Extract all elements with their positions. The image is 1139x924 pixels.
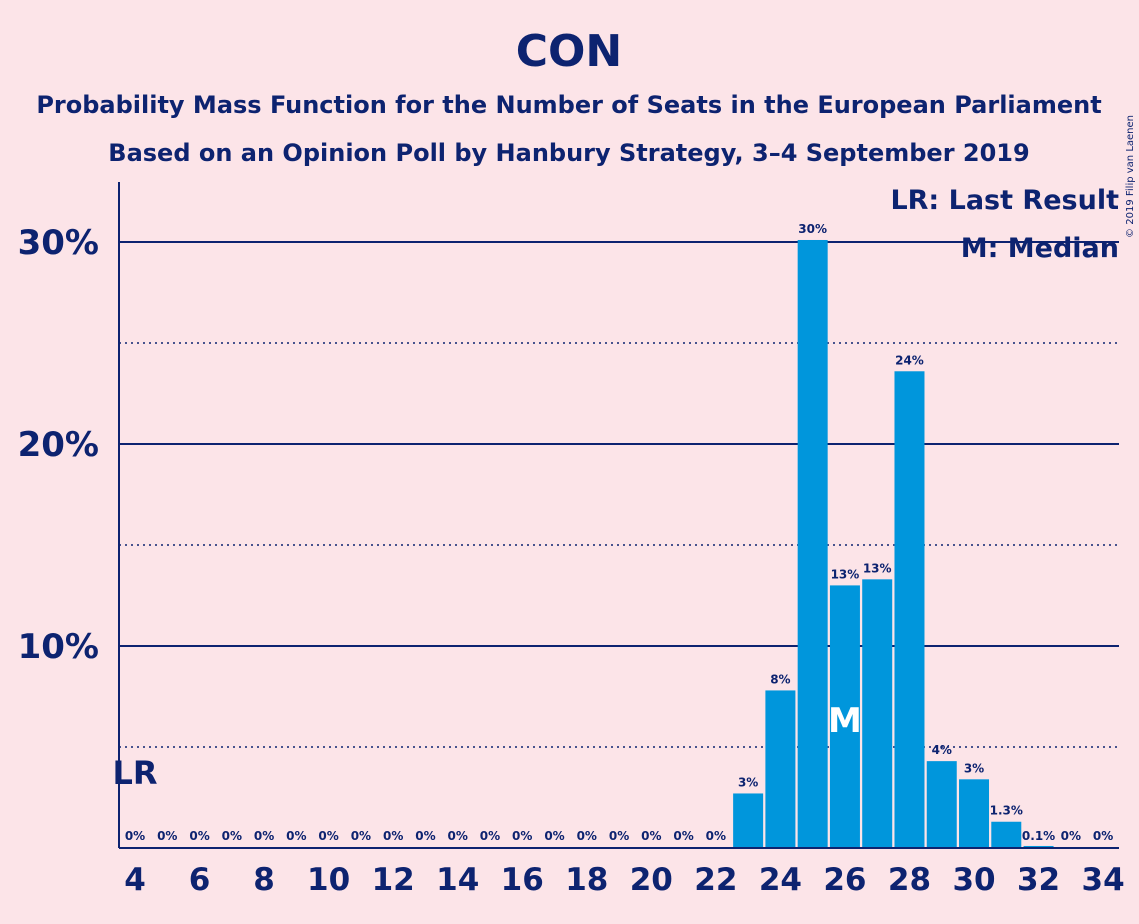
bar-seat-30 xyxy=(959,779,990,848)
data-label-seat-26: 13% xyxy=(831,567,860,581)
data-label-seat-8: 0% xyxy=(254,829,274,843)
chart-subtitle-line1: Probability Mass Function for the Number… xyxy=(36,91,1101,119)
x-tick-label: 32 xyxy=(1017,862,1060,898)
data-label-seat-14: 0% xyxy=(448,829,468,843)
data-label-seat-23: 3% xyxy=(738,775,758,789)
x-tick-label: 26 xyxy=(823,862,866,898)
x-tick-label: 18 xyxy=(565,862,608,898)
data-label-seat-9: 0% xyxy=(286,829,306,843)
data-label-seat-22: 0% xyxy=(706,829,726,843)
chart-subtitle-line2: Based on an Opinion Poll by Hanbury Stra… xyxy=(108,139,1029,167)
x-tick-label: 6 xyxy=(189,862,211,898)
x-tick-label: 34 xyxy=(1082,862,1125,898)
median-marker: M xyxy=(828,701,862,741)
data-labels: 0% 0% 0% 0% 0% 0% 0% 0% 0% 0% 0% 0% 0% 0% 0% 0% 0% 0% 0% 3%… xyxy=(125,222,1113,843)
bar-seat-25 xyxy=(797,239,828,849)
y-tick-label: 20% xyxy=(18,425,99,465)
bar-seat-28 xyxy=(894,371,925,848)
data-label-seat-7: 0% xyxy=(222,829,242,843)
bar-seat-31 xyxy=(991,821,1022,848)
data-label-seat-5: 0% xyxy=(157,829,177,843)
x-tick-label: 14 xyxy=(436,862,479,898)
legend-median: M: Median xyxy=(961,233,1119,264)
bar-seat-27 xyxy=(862,579,893,848)
bar-seat-23 xyxy=(733,793,764,848)
data-label-seat-12: 0% xyxy=(383,829,403,843)
data-label-seat-33: 0% xyxy=(1061,829,1081,843)
data-label-seat-11: 0% xyxy=(351,829,371,843)
data-label-seat-31: 1.3% xyxy=(990,804,1023,818)
legend-last-result: LR: Last Result xyxy=(890,185,1119,216)
data-label-seat-16: 0% xyxy=(512,829,532,843)
x-axis-ticks: 4 6 8 10 12 14 16 18 20 22 24 26 28 30 32 34 xyxy=(124,862,1124,898)
data-label-seat-15: 0% xyxy=(480,829,500,843)
bar-seat-29 xyxy=(926,761,957,848)
y-tick-label: 10% xyxy=(18,627,99,667)
data-label-seat-4: 0% xyxy=(125,829,145,843)
y-axis-ticks: 10% 20% 30% xyxy=(18,223,99,667)
data-label-seat-20: 0% xyxy=(641,829,661,843)
bar-seat-24 xyxy=(765,690,796,848)
copyright-notice: © 2019 Filip van Laenen xyxy=(1125,115,1136,238)
x-tick-label: 4 xyxy=(124,862,146,898)
data-label-seat-13: 0% xyxy=(415,829,435,843)
data-label-seat-34: 0% xyxy=(1093,829,1113,843)
data-label-seat-21: 0% xyxy=(673,829,693,843)
data-label-seat-10: 0% xyxy=(318,829,338,843)
data-label-seat-25: 30% xyxy=(798,222,827,236)
bar-seat-32 xyxy=(1023,845,1054,848)
data-label-seat-28: 24% xyxy=(895,353,924,367)
data-label-seat-27: 13% xyxy=(863,561,892,575)
chart-title: CON xyxy=(516,26,623,77)
data-label-seat-19: 0% xyxy=(609,829,629,843)
bar-seat-26 xyxy=(829,585,860,848)
gridlines xyxy=(119,241,1119,748)
x-tick-label: 22 xyxy=(694,862,737,898)
data-label-seat-32: 0.1% xyxy=(1022,829,1055,843)
data-label-seat-29: 4% xyxy=(932,743,952,757)
x-tick-label: 16 xyxy=(501,862,544,898)
x-tick-label: 8 xyxy=(253,862,275,898)
x-tick-label: 10 xyxy=(307,862,350,898)
x-tick-label: 30 xyxy=(952,862,995,898)
data-label-seat-17: 0% xyxy=(544,829,564,843)
x-tick-label: 20 xyxy=(630,862,673,898)
bars xyxy=(733,239,1054,849)
data-label-seat-30: 3% xyxy=(964,761,984,775)
y-tick-label: 30% xyxy=(18,223,99,263)
x-tick-label: 28 xyxy=(888,862,931,898)
last-result-marker: LR xyxy=(112,754,157,792)
data-label-seat-24: 8% xyxy=(770,672,790,686)
x-tick-label: 12 xyxy=(372,862,415,898)
data-label-seat-18: 0% xyxy=(577,829,597,843)
data-label-seat-6: 0% xyxy=(189,829,209,843)
x-tick-label: 24 xyxy=(759,862,802,898)
